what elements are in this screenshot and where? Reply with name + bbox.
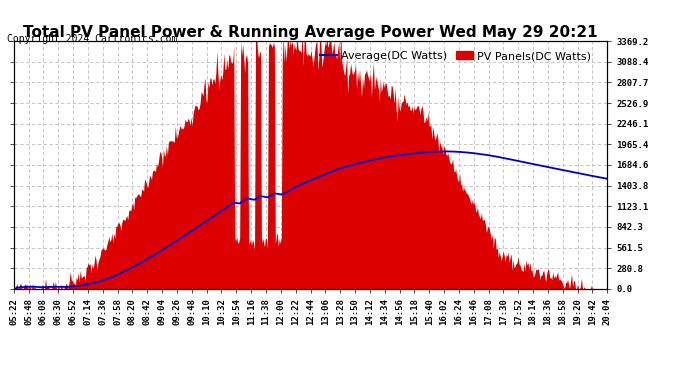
Title: Total PV Panel Power & Running Average Power Wed May 29 20:21: Total PV Panel Power & Running Average P… <box>23 25 598 40</box>
Legend: Average(DC Watts), PV Panels(DC Watts): Average(DC Watts), PV Panels(DC Watts) <box>315 47 595 66</box>
Text: Copyright 2024 Cartronics.com: Copyright 2024 Cartronics.com <box>7 34 177 44</box>
